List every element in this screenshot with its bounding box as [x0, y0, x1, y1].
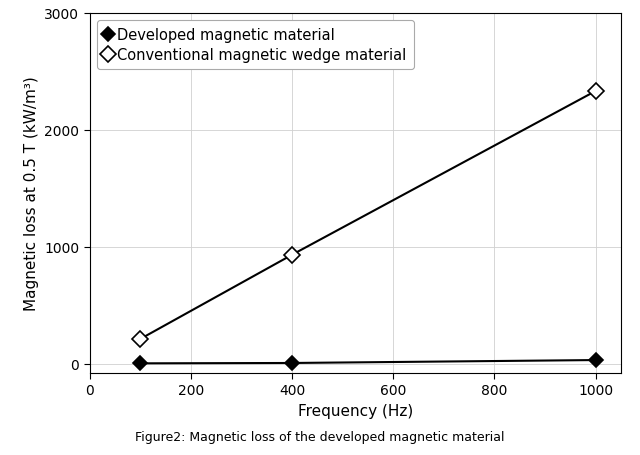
Developed magnetic material — [288, 360, 296, 366]
Conventional magnetic wedge material — [591, 89, 599, 95]
Line: Conventional magnetic wedge material: Conventional magnetic wedge material — [134, 86, 601, 345]
Conventional magnetic wedge material — [136, 337, 144, 342]
Developed magnetic material — [136, 361, 144, 366]
Line: Developed magnetic material: Developed magnetic material — [135, 355, 600, 369]
Conventional magnetic wedge material — [288, 253, 296, 258]
Text: Figure2: Magnetic loss of the developed magnetic material: Figure2: Magnetic loss of the developed … — [135, 430, 505, 443]
Legend: Developed magnetic material, Conventional magnetic wedge material: Developed magnetic material, Conventiona… — [97, 21, 414, 70]
Y-axis label: Magnetic loss at 0.5 T (kW/m³): Magnetic loss at 0.5 T (kW/m³) — [24, 76, 38, 310]
X-axis label: Frequency (Hz): Frequency (Hz) — [298, 403, 413, 418]
Developed magnetic material — [591, 358, 599, 363]
